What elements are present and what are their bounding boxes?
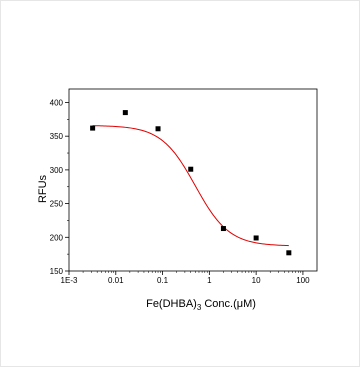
y-axis-label: RFUs [37, 174, 49, 203]
y-tick-label: 350 [50, 132, 64, 141]
x-tick-label: 0.1 [157, 276, 169, 285]
x-tick-label: 100 [296, 276, 310, 285]
data-point [155, 126, 161, 132]
x-tick-label: 10 [252, 276, 261, 285]
x-tick-label: 1 [207, 276, 212, 285]
x-axis-label-subscript: 3 [197, 303, 202, 312]
y-tick-label: 400 [50, 98, 64, 107]
data-point [286, 250, 292, 256]
x-axis-label-suffix: Conc.(μM) [201, 298, 256, 310]
x-tick-label: 0.01 [108, 276, 124, 285]
y-tick-label: 150 [50, 267, 64, 276]
data-point [122, 110, 128, 116]
x-axis-label: Fe(DHBA)3 Conc.(μM) [146, 298, 256, 312]
x-axis-label-main: Fe(DHBA) [146, 298, 197, 310]
axes: 150 200 250 300 350 400 1E-3 0.01 0.1 1 10 100 [50, 88, 318, 285]
data-point [220, 226, 226, 232]
data-points-layer [90, 110, 292, 256]
data-point [188, 166, 194, 172]
fit-curve [92, 125, 289, 247]
x-tick-label: 1E-3 [61, 276, 78, 285]
y-tick-label: 200 [50, 233, 64, 242]
fit-curve-layer [92, 125, 289, 247]
y-tick-label: 300 [50, 166, 64, 175]
y-tick-label: 250 [50, 200, 64, 209]
data-point [253, 235, 259, 241]
plot-box [68, 88, 318, 272]
data-point [90, 125, 96, 131]
